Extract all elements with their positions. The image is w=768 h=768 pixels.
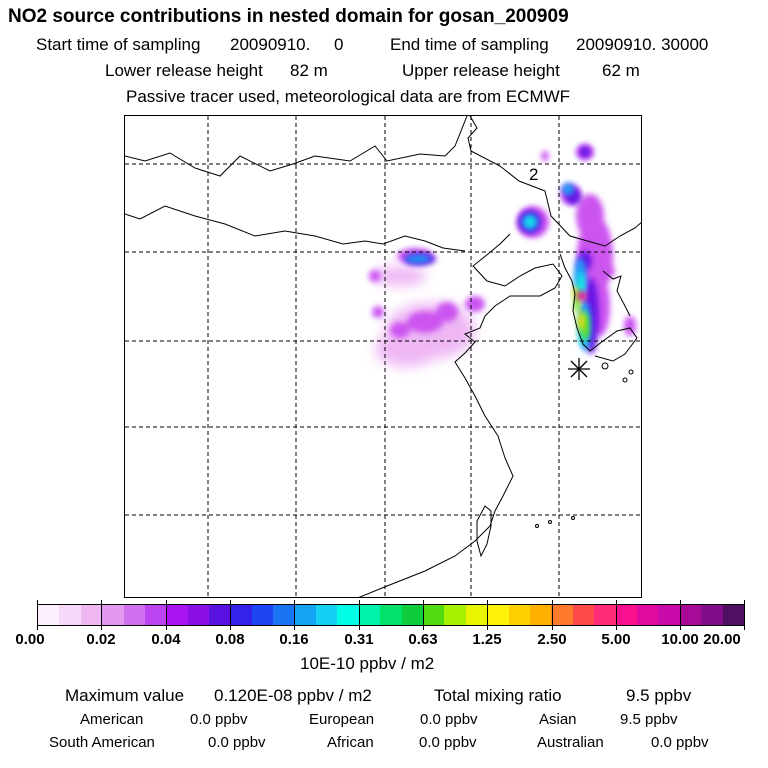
region-value: 0.0 ppbv — [419, 734, 477, 751]
colorbar-segment — [701, 605, 723, 625]
colorbar — [37, 604, 745, 626]
plot-title: NO2 source contributions in nested domai… — [8, 6, 569, 27]
colorbar-tick-label: 0.31 — [344, 631, 374, 648]
colorbar-segment — [102, 605, 124, 625]
colorbar-segment — [209, 605, 231, 625]
graticule — [125, 116, 641, 597]
region-value: 0.0 ppbv — [651, 734, 709, 751]
colorbar-segment — [144, 605, 167, 625]
lower-release-value: 82 m — [290, 61, 328, 80]
total-mixing-label: Total mixing ratio — [434, 686, 562, 705]
colorbar-tick — [680, 600, 681, 630]
colorbar-segment — [316, 605, 338, 625]
colorbar-segment — [123, 605, 145, 625]
region-name: American — [80, 711, 144, 728]
receptor-marker-icon — [568, 358, 590, 380]
colorbar-segment — [187, 605, 210, 625]
region-name: Australian — [537, 734, 604, 751]
colorbar-segment — [636, 605, 659, 625]
colorbar-tick — [294, 600, 295, 630]
map-canvas: 2 — [125, 116, 641, 597]
colorbar-segment — [358, 605, 381, 625]
upper-release-value: 62 m — [602, 61, 640, 80]
start-time-label: Start time of sampling — [36, 35, 201, 54]
colorbar-tick-label: 10.00 — [661, 631, 699, 648]
colorbar-segment — [615, 605, 637, 625]
colorbar-tick — [423, 600, 424, 630]
colorbar-segment — [444, 605, 466, 625]
region-value: 0.0 ppbv — [190, 711, 248, 728]
colorbar-tick-label: 1.25 — [472, 631, 502, 648]
colorbar-tick — [230, 600, 231, 630]
region-value: 9.5 ppbv — [620, 711, 678, 728]
total-mixing-value: 9.5 ppbv — [626, 686, 692, 705]
end-time-label: End time of sampling — [390, 35, 549, 54]
colorbar-segment — [487, 605, 509, 625]
release-number-label: 2 — [529, 165, 538, 184]
colorbar-tick — [487, 600, 488, 630]
colorbar-segment — [594, 605, 616, 625]
start-time-value: 20090910. 0 — [230, 35, 344, 54]
map-panel: 2 — [124, 115, 642, 598]
colorbar-segment — [59, 605, 81, 625]
colorbar-tick — [37, 600, 38, 630]
colorbar-segment — [380, 605, 402, 625]
colorbar-segment — [230, 605, 252, 625]
tracer-note: Passive tracer used, meteorological data… — [126, 87, 571, 106]
colorbar-tick — [616, 600, 617, 630]
colorbar-tick — [166, 600, 167, 630]
colorbar-tick-label: 2.50 — [537, 631, 567, 648]
colorbar-tick-label: 0.16 — [279, 631, 309, 648]
coastlines — [125, 116, 641, 597]
colorbar-tick-label: 0.08 — [215, 631, 245, 648]
colorbar-segment — [423, 605, 445, 625]
colorbar-unit-label: 10E-10 ppbv / m2 — [300, 654, 435, 673]
colorbar-tick-label: 0.00 — [15, 631, 45, 648]
colorbar-segment — [465, 605, 488, 625]
region-value: 0.0 ppbv — [420, 711, 478, 728]
colorbar-tick-label: 0.63 — [408, 631, 438, 648]
colorbar-segment — [401, 605, 424, 625]
colorbar-tick-label: 0.02 — [86, 631, 116, 648]
colorbar-tick — [101, 600, 102, 630]
colorbar-segment — [572, 605, 595, 625]
lower-release-label: Lower release height — [105, 61, 263, 80]
region-name: African — [327, 734, 374, 751]
upper-release-label: Upper release height — [402, 61, 560, 80]
colorbar-segment — [38, 605, 60, 625]
colorbar-segment — [251, 605, 274, 625]
colorbar-tick — [744, 600, 745, 630]
colorbar-segment — [273, 605, 295, 625]
colorbar-segment — [529, 605, 552, 625]
region-value: 0.0 ppbv — [208, 734, 266, 751]
colorbar-tick-label: 5.00 — [601, 631, 631, 648]
colorbar-segment — [551, 605, 573, 625]
region-name: European — [309, 711, 375, 728]
colorbar-segment — [80, 605, 103, 625]
max-value-label: Maximum value — [65, 686, 185, 705]
colorbar-tick-label: 20.00 — [703, 631, 741, 648]
peak-blob — [577, 291, 587, 301]
colorbar-tick — [359, 600, 360, 630]
end-time-value: 20090910. 30000 — [576, 35, 709, 54]
colorbar-segment — [658, 605, 680, 625]
colorbar-tick-label: 0.04 — [151, 631, 181, 648]
colorbar-segment — [294, 605, 317, 625]
colorbar-segment — [722, 605, 744, 625]
colorbar-tick — [552, 600, 553, 630]
colorbar-segment — [508, 605, 530, 625]
max-value: 0.120E-08 ppbv / m2 — [214, 686, 372, 705]
colorbar-segment — [337, 605, 359, 625]
region-name: South American — [49, 734, 155, 751]
concentration-field — [369, 144, 636, 367]
colorbar-segment — [166, 605, 188, 625]
colorbar-segment — [679, 605, 702, 625]
region-name: Asian — [539, 711, 577, 728]
